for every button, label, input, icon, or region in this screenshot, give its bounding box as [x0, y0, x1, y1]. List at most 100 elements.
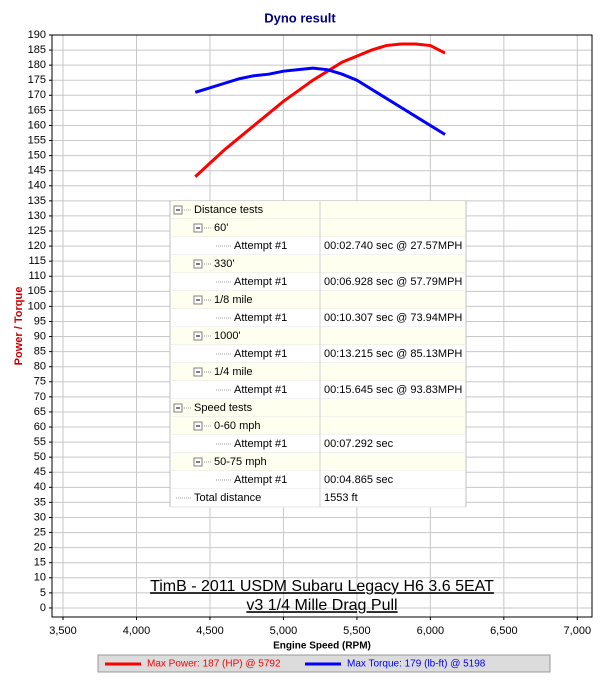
y-tick-label: 10 [34, 572, 46, 584]
x-tick-label: 5,500 [343, 625, 371, 637]
tree-label: Attempt #1 [234, 240, 287, 252]
y-tick-label: 185 [28, 44, 46, 56]
legend-label: Max Power: 187 (HP) @ 5792 [147, 659, 281, 670]
tree-row [171, 399, 465, 417]
y-tick-label: 110 [28, 270, 46, 282]
y-tick-label: 80 [34, 361, 46, 373]
y-tick-label: 155 [28, 134, 46, 146]
x-tick-label: 6,000 [417, 625, 445, 637]
tree-label: 1000' [214, 330, 241, 342]
annotation: TimB - 2011 USDM Subaru Legacy H6 3.6 5E… [150, 578, 494, 595]
y-tick-label: 175 [28, 74, 46, 86]
y-tick-label: 140 [28, 180, 46, 192]
series-line [194, 66, 446, 136]
tree-row [171, 327, 465, 345]
y-tick-label: 190 [28, 29, 46, 41]
tree-value: 00:13.215 sec @ 85.13MPH [324, 348, 462, 360]
y-tick-label: 70 [34, 391, 46, 403]
y-axis-label: Power / Torque [13, 287, 25, 366]
y-tick-label: 60 [34, 421, 46, 433]
y-tick-label: 5 [40, 587, 46, 599]
y-tick-label: 100 [28, 300, 46, 312]
tree-row [171, 237, 465, 255]
tree-row [171, 309, 465, 327]
tree-row [171, 291, 465, 309]
y-tick-label: 115 [28, 255, 46, 267]
y-tick-label: 95 [34, 315, 46, 327]
y-tick-label: 125 [28, 225, 46, 237]
x-tick-label: 5,000 [270, 625, 298, 637]
y-tick-label: 20 [34, 542, 46, 554]
y-tick-label: 165 [28, 104, 46, 116]
y-tick-label: 50 [34, 451, 46, 463]
tree-label: 60' [214, 222, 228, 234]
tree-row [171, 381, 465, 399]
y-tick-label: 45 [34, 466, 46, 478]
y-tick-label: 105 [28, 285, 46, 297]
y-tick-label: 0 [40, 602, 46, 614]
tree-value: 1553 ft [324, 492, 358, 504]
tree-value: 00:10.307 sec @ 73.94MPH [324, 312, 462, 324]
tree-label: Attempt #1 [234, 312, 287, 324]
tree-label: Attempt #1 [234, 384, 287, 396]
tree-label: 330' [214, 258, 234, 270]
y-tick-label: 65 [34, 406, 46, 418]
y-tick-label: 160 [28, 119, 46, 131]
tree-label: Attempt #1 [234, 348, 287, 360]
tree-value: 00:04.865 sec [324, 474, 394, 486]
x-tick-label: 6,500 [490, 625, 518, 637]
tree-value: 00:02.740 sec @ 27.57MPH [324, 240, 462, 252]
y-tick-label: 75 [34, 376, 46, 388]
tree-label: 1/4 mile [214, 366, 253, 378]
y-tick-label: 85 [34, 346, 46, 358]
chart-title: Dyno result [264, 10, 336, 25]
tree-row [171, 363, 465, 381]
tree-row [171, 417, 465, 435]
y-tick-label: 180 [28, 59, 46, 71]
legend-label: Max Torque: 179 (lb-ft) @ 5198 [347, 659, 486, 670]
y-tick-label: 90 [34, 330, 46, 342]
x-tick-label: 4,000 [123, 625, 151, 637]
y-tick-label: 120 [28, 240, 46, 252]
tree-label: Distance tests [194, 204, 264, 216]
y-tick-label: 130 [28, 210, 46, 222]
x-tick-label: 4,500 [196, 625, 224, 637]
y-tick-label: 135 [28, 195, 46, 207]
y-tick-label: 30 [34, 511, 46, 523]
tree-label: Attempt #1 [234, 438, 287, 450]
tree-row [171, 273, 465, 291]
y-tick-label: 145 [28, 165, 46, 177]
y-tick-label: 40 [34, 481, 46, 493]
tree-label: Speed tests [194, 402, 253, 414]
tree-label: Attempt #1 [234, 276, 287, 288]
y-tick-label: 25 [34, 526, 46, 538]
x-tick-label: 7,000 [564, 625, 592, 637]
y-tick-label: 170 [28, 89, 46, 101]
y-tick-label: 15 [34, 557, 46, 569]
tree-label: 0-60 mph [214, 420, 260, 432]
tree-row [171, 255, 465, 273]
y-tick-label: 35 [34, 496, 46, 508]
tree-row [171, 219, 465, 237]
tree-value: 00:15.645 sec @ 93.83MPH [324, 384, 462, 396]
tree-label: Total distance [194, 492, 261, 504]
tree-row [171, 471, 465, 489]
series-line [194, 42, 446, 178]
tree-value: 00:07.292 sec [324, 438, 394, 450]
tree-row [171, 201, 465, 219]
tree-row [171, 435, 465, 453]
tree-label: 50-75 mph [214, 456, 267, 468]
tree-row [171, 453, 465, 471]
tree-label: 1/8 mile [214, 294, 253, 306]
plot-frame [51, 34, 593, 618]
tree-value: 00:06.928 sec @ 57.79MPH [324, 276, 462, 288]
annotation: v3 1/4 Mille Drag Pull [246, 597, 397, 614]
tree-row [171, 345, 465, 363]
x-axis-label: Engine Speed (RPM) [273, 641, 371, 652]
tree-row [171, 489, 465, 507]
y-tick-label: 150 [28, 150, 46, 162]
y-tick-label: 55 [34, 436, 46, 448]
x-tick-label: 3,500 [49, 625, 77, 637]
tree-label: Attempt #1 [234, 474, 287, 486]
